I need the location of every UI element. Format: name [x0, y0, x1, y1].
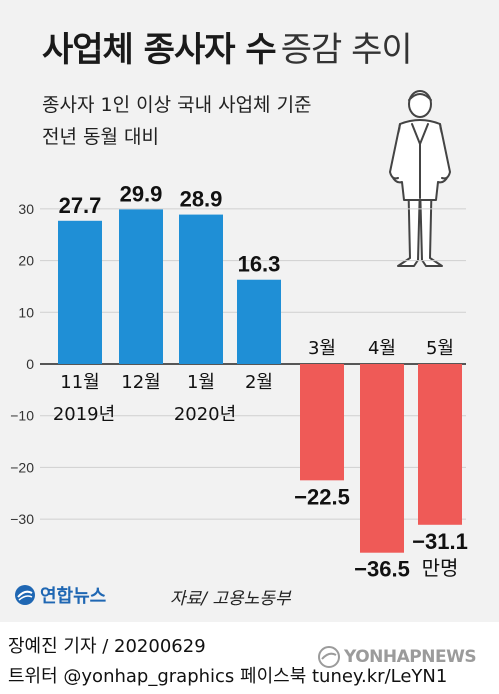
- yonhap-globe-icon: [15, 585, 35, 605]
- title-light: 증감 추이: [280, 30, 413, 70]
- logo-text: 연합뉴스: [40, 586, 107, 607]
- data-label: 27.7: [59, 193, 102, 218]
- y-tick-label: 20: [18, 253, 34, 269]
- y-tick-label: −10: [10, 408, 34, 424]
- y-tick-label: 0: [26, 356, 34, 372]
- subtitle-line-1: 종사자 1인 이상 국내 사업체 기준: [42, 94, 312, 116]
- chart-card: 사업체 종사자 수 증감 추이 종사자 1인 이상 국내 사업체 기준 전년 동…: [0, 0, 499, 622]
- source-note: 자료/ 고용노동부: [170, 589, 291, 609]
- x-tick-label: 11월: [60, 372, 99, 393]
- unit-label: 만명: [422, 556, 459, 580]
- watermark-globe-icon: [318, 646, 340, 668]
- title-bold: 사업체 종사자 수: [42, 30, 277, 70]
- chart-labels: 27.7 11월 29.9 12월 28.9 1월 16.3 2월 −22.5 3월 −36.5 4월…: [53, 181, 468, 581]
- chart-title: 사업체 종사자 수 증감 추이: [42, 22, 413, 71]
- x-tick-label: 1월: [187, 372, 215, 393]
- bar: [237, 279, 281, 364]
- yonhap-logo: 연합뉴스: [14, 582, 106, 608]
- social-links: 트위터 @yonhap_graphics 페이스북 tuney.kr/LeYN1: [8, 666, 448, 687]
- watermark-text: YONHAPNEWS: [344, 647, 477, 667]
- x-tick-label: 4월: [368, 338, 396, 359]
- y-tick-label: 10: [18, 304, 34, 320]
- bar: [360, 364, 404, 553]
- data-label: 29.9: [120, 181, 163, 206]
- x-tick-label: 5월: [426, 338, 454, 359]
- data-label: −31.1: [412, 529, 468, 554]
- byline: 장예진 기자 / 20200629: [8, 636, 206, 657]
- bar: [119, 209, 163, 364]
- yonhap-watermark: YONHAPNEWS: [318, 646, 477, 668]
- data-label: −22.5: [294, 484, 350, 509]
- bar-series: [58, 209, 462, 553]
- y-axis: 30 20 10 0 −10 −20 −30: [10, 201, 34, 527]
- x-tick-label: 3월: [308, 338, 336, 359]
- x-tick-label: 12월: [121, 372, 160, 393]
- bar: [179, 214, 223, 364]
- year-label: 2019년: [53, 404, 115, 425]
- y-tick-label: −20: [10, 459, 34, 475]
- data-label: 16.3: [238, 252, 281, 277]
- x-tick-label: 2월: [245, 372, 273, 393]
- bar-chart: 30 20 10 0 −10 −20 −30 27.7 11월 29.9 12월 28.9 1월 16.…: [10, 181, 468, 581]
- subtitle-line-2: 전년 동월 대비: [42, 126, 159, 148]
- y-tick-label: 30: [18, 201, 34, 217]
- bar: [300, 364, 344, 481]
- bar: [58, 220, 102, 364]
- bar: [418, 364, 462, 525]
- year-label: 2020년: [174, 404, 236, 425]
- data-label: 28.9: [180, 187, 223, 212]
- y-tick-label: −30: [10, 511, 34, 527]
- businessman-icon: [389, 90, 451, 267]
- data-label: −36.5: [354, 557, 410, 582]
